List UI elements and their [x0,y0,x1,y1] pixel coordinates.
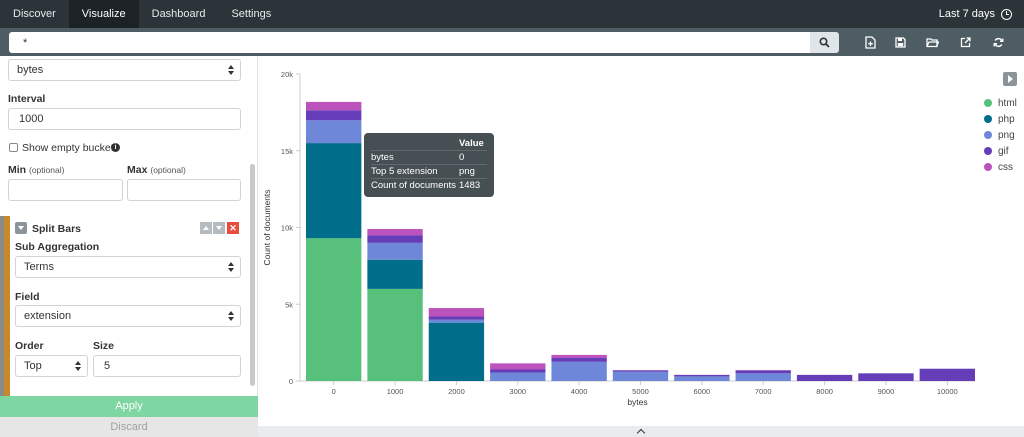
legend-item-css[interactable]: css [984,159,1017,175]
size-input[interactable]: 5 [93,355,241,377]
sidebar-scrollbar[interactable] [250,164,255,386]
open-icon [925,37,939,47]
show-empty-buckets-label: Show empty buckets [22,142,119,154]
order-label: Order [15,340,44,352]
apply-button[interactable]: Apply [0,396,258,417]
agg-stripe-color [4,216,10,396]
tooltip-value: png [459,166,475,177]
collapse-toggle-icon[interactable] [15,222,27,234]
move-up-button[interactable] [200,222,212,234]
terms-field-select[interactable]: extension [15,305,241,327]
min-label-text: Min [8,164,27,176]
chart-panel [258,56,1024,426]
select-arrows-icon [75,361,81,371]
search-button[interactable] [810,32,839,53]
sub-aggregation-select[interactable]: Terms [15,256,241,278]
tooltip-row: Top 5 extension png [371,165,487,179]
legend-label: gif [998,145,1009,157]
chart-tooltip: Value bytes 0 Top 5 extension png Count … [364,133,494,197]
legend-item-png[interactable]: png [984,127,1017,143]
terms-field-value: extension [24,310,72,322]
field-select-value: bytes [17,64,44,76]
legend-label: php [998,113,1015,125]
select-arrows-icon [228,311,234,321]
min-optional: (optional) [29,165,65,175]
size-value: 5 [104,360,111,372]
search-bar [0,28,1024,56]
refresh-button[interactable] [991,34,1005,50]
nav-dashboard[interactable]: Dashboard [151,8,206,20]
search-input[interactable] [9,32,810,53]
legend-dot-icon [984,147,992,155]
order-value: Top [24,360,42,372]
editor-sidebar: bytes Interval 1000 Show empty buckets i… [0,56,258,396]
time-range-label[interactable]: Last 7 days [938,8,995,20]
refresh-icon [993,37,1003,47]
clock-icon[interactable] [1001,8,1012,20]
legend-item-html[interactable]: html [984,95,1017,111]
tooltip-key: Top 5 extension [371,166,438,177]
max-input[interactable] [127,179,241,201]
search-icon [819,37,830,48]
save-button[interactable] [893,34,907,50]
legend-label: png [998,129,1015,141]
agg-stripe-gray [0,216,4,396]
move-down-button[interactable] [213,222,225,234]
select-arrows-icon [228,65,234,75]
legend-label: css [998,161,1013,173]
chevron-up-icon [636,428,646,437]
split-bars-label: Split Bars [32,223,82,235]
remove-agg-button[interactable]: ✕ [227,222,239,234]
collapse-panel-bar[interactable] [258,426,1024,437]
size-label: Size [93,340,115,352]
tooltip-value: 1483 [459,180,481,191]
tooltip-value: 0 [459,152,465,163]
interval-label: Interval [8,93,46,105]
min-input[interactable] [8,179,123,201]
legend-label: html [998,97,1017,109]
open-button[interactable] [925,34,939,50]
legend-toggle-button[interactable] [1003,72,1017,86]
tooltip-row: bytes 0 [371,151,487,165]
sub-aggregation-label: Sub Aggregation [15,241,100,253]
nav-settings[interactable]: Settings [231,8,272,20]
tooltip-header: Value [459,138,484,149]
interval-value: 1000 [19,113,44,125]
min-label: Min (optional) [8,164,64,176]
legend-dot-icon [984,115,992,123]
interval-input[interactable]: 1000 [8,108,241,130]
legend-dot-icon [984,99,992,107]
select-arrows-icon [228,262,234,272]
show-empty-buckets-checkbox[interactable] [9,143,18,152]
order-select[interactable]: Top [15,355,88,377]
legend-dot-icon [984,163,992,171]
time-picker[interactable]: Last 7 days [939,0,1012,28]
chart-legend: html php png gif css [984,95,1017,175]
info-icon[interactable]: i [111,143,120,152]
tooltip-header-row: Value [371,137,487,151]
max-optional: (optional) [150,165,186,175]
save-icon [894,36,906,48]
share-button[interactable] [958,34,972,50]
legend-item-php[interactable]: php [984,111,1017,127]
max-label: Max (optional) [127,164,186,176]
max-label-text: Max [127,164,148,176]
tooltip-key: bytes [371,152,394,163]
nav-visualize[interactable]: Visualize [68,0,139,28]
top-nav: Discover Visualize Dashboard Settings La… [0,0,1024,28]
nav-discover[interactable]: Discover [13,8,56,20]
field-select[interactable]: bytes [8,59,241,81]
tooltip-row: Count of documents 1483 [371,179,487,193]
discard-button[interactable]: Discard [0,417,258,437]
new-visualization-button[interactable] [863,34,877,50]
tooltip-key: Count of documents [371,180,457,191]
field-label: Field [15,291,40,303]
share-icon [960,36,971,47]
new-visualization-icon [864,35,876,49]
legend-item-gif[interactable]: gif [984,143,1017,159]
sub-aggregation-value: Terms [24,261,54,273]
legend-dot-icon [984,131,992,139]
